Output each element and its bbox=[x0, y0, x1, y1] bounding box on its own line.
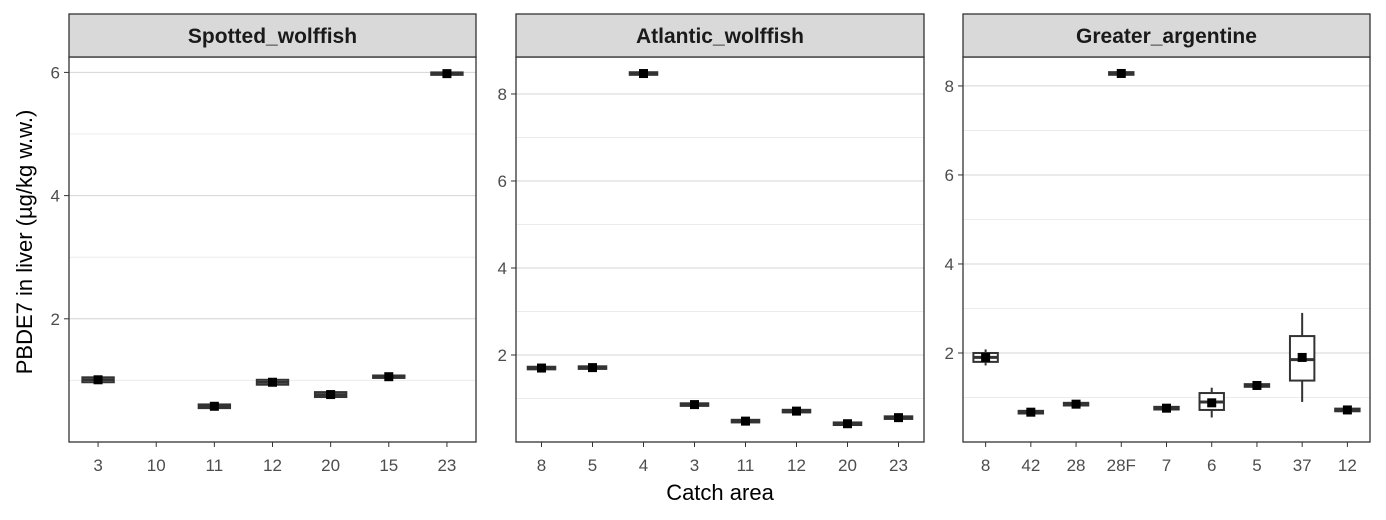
facet-title: Atlantic_wolffish bbox=[636, 25, 804, 48]
mean-marker bbox=[93, 375, 103, 385]
x-tick-label: 5 bbox=[1252, 456, 1261, 475]
panel-background bbox=[516, 57, 924, 442]
box-28 bbox=[1062, 399, 1090, 409]
x-tick-label: 4 bbox=[639, 456, 648, 475]
x-tick-label: 10 bbox=[147, 456, 166, 475]
facet-title: Greater_argentine bbox=[1076, 25, 1257, 48]
x-tick-label: 20 bbox=[321, 456, 340, 475]
facet-title: Spotted_wolffish bbox=[188, 25, 357, 48]
y-tick-label: 8 bbox=[498, 85, 507, 104]
mean-marker bbox=[1207, 398, 1217, 408]
x-tick-label: 8 bbox=[537, 456, 546, 475]
box-12 bbox=[1334, 405, 1361, 415]
x-tick-label: 6 bbox=[1207, 456, 1216, 475]
box-6 bbox=[1198, 387, 1225, 418]
mean-marker bbox=[209, 401, 219, 411]
mean-marker bbox=[268, 377, 277, 387]
mean-marker bbox=[442, 69, 452, 79]
mean-marker bbox=[1116, 68, 1126, 78]
box-3 bbox=[679, 400, 710, 410]
panel-background bbox=[963, 57, 1370, 442]
box-23 bbox=[430, 69, 464, 79]
box-20 bbox=[832, 419, 863, 429]
x-tick-label: 3 bbox=[690, 456, 699, 475]
x-tick-label: 7 bbox=[1162, 456, 1171, 475]
x-tick-label: 12 bbox=[787, 456, 806, 475]
box-8 bbox=[526, 363, 557, 373]
mean-marker bbox=[1026, 407, 1036, 417]
y-tick-label: 8 bbox=[945, 77, 954, 96]
y-tick-label: 2 bbox=[945, 344, 954, 363]
y-tick-label: 2 bbox=[498, 346, 507, 365]
box-37 bbox=[1288, 312, 1316, 402]
box-12 bbox=[255, 377, 290, 387]
mean-marker bbox=[1071, 399, 1081, 409]
x-tick-label: 23 bbox=[889, 456, 908, 475]
box-11 bbox=[197, 401, 232, 411]
x-tick-label: 28 bbox=[1067, 456, 1086, 475]
x-tick-label: 3 bbox=[93, 456, 102, 475]
mean-marker bbox=[326, 390, 336, 400]
mean-marker bbox=[1342, 405, 1352, 415]
y-tick-label: 4 bbox=[945, 255, 954, 274]
mean-marker bbox=[639, 69, 648, 79]
x-tick-label: 15 bbox=[379, 456, 398, 475]
facet-panel-2: 2 4 6 8 8 5 4 3 11 12 20 23 Atlantic_wolffish bbox=[498, 13, 925, 475]
mean-marker bbox=[588, 363, 597, 373]
x-tick-label: 23 bbox=[437, 456, 456, 475]
mean-marker bbox=[981, 352, 991, 362]
mean-marker bbox=[741, 416, 750, 426]
facet-strip bbox=[515, 13, 925, 58]
y-tick-label: 6 bbox=[498, 172, 507, 191]
box-20 bbox=[313, 390, 348, 400]
y-tick-label: 6 bbox=[51, 63, 60, 82]
box-23 bbox=[883, 413, 914, 423]
x-tick-label: 8 bbox=[981, 456, 990, 475]
mean-marker bbox=[894, 413, 903, 423]
y-tick-label: 4 bbox=[51, 187, 60, 206]
x-tick-label: 11 bbox=[737, 456, 755, 475]
x-tick-label: 12 bbox=[263, 456, 282, 475]
x-axis-title: Catch area bbox=[666, 480, 774, 505]
box-5 bbox=[577, 363, 608, 373]
box-42 bbox=[1017, 407, 1045, 417]
x-tick-label: 42 bbox=[1021, 456, 1040, 475]
x-tick-label: 11 bbox=[206, 456, 224, 475]
x-tick-label: 5 bbox=[588, 456, 597, 475]
y-axis-title: PBDE7 in liver (µg/kg w.w.) bbox=[12, 110, 37, 375]
x-tick-label: 37 bbox=[1293, 456, 1312, 475]
facet-strip bbox=[962, 13, 1371, 58]
mean-marker bbox=[1162, 403, 1171, 413]
box-5 bbox=[1243, 380, 1271, 390]
x-tick-label: 20 bbox=[838, 456, 857, 475]
y-tick-label: 4 bbox=[498, 259, 507, 278]
box-11 bbox=[730, 416, 761, 426]
box-8 bbox=[972, 349, 999, 366]
y-tick-label: 2 bbox=[51, 310, 60, 329]
mean-marker bbox=[1297, 352, 1307, 362]
mean-marker bbox=[384, 372, 394, 382]
mean-marker bbox=[1252, 380, 1262, 390]
facet-strip bbox=[68, 13, 477, 58]
box-28F bbox=[1108, 68, 1135, 78]
box-4 bbox=[628, 69, 659, 79]
y-tick-label: 6 bbox=[945, 166, 954, 185]
mean-marker bbox=[792, 406, 801, 416]
box-15 bbox=[372, 372, 406, 382]
box-12 bbox=[781, 406, 812, 416]
mean-marker bbox=[843, 419, 852, 429]
x-tick-label: 12 bbox=[1338, 456, 1357, 475]
x-tick-label: 28F bbox=[1107, 456, 1136, 475]
facet-panel-1: 2 4 6 3 10 11 12 20 15 23 Spotted_wolffish bbox=[51, 13, 477, 475]
box-3 bbox=[81, 375, 115, 385]
box-7 bbox=[1153, 403, 1180, 413]
mean-marker bbox=[537, 363, 546, 373]
facet-panel-3: 2 4 6 8 8 42 28 28F 7 6 5 37 12 Greater_argentine bbox=[945, 13, 1371, 475]
mean-marker bbox=[690, 400, 699, 410]
